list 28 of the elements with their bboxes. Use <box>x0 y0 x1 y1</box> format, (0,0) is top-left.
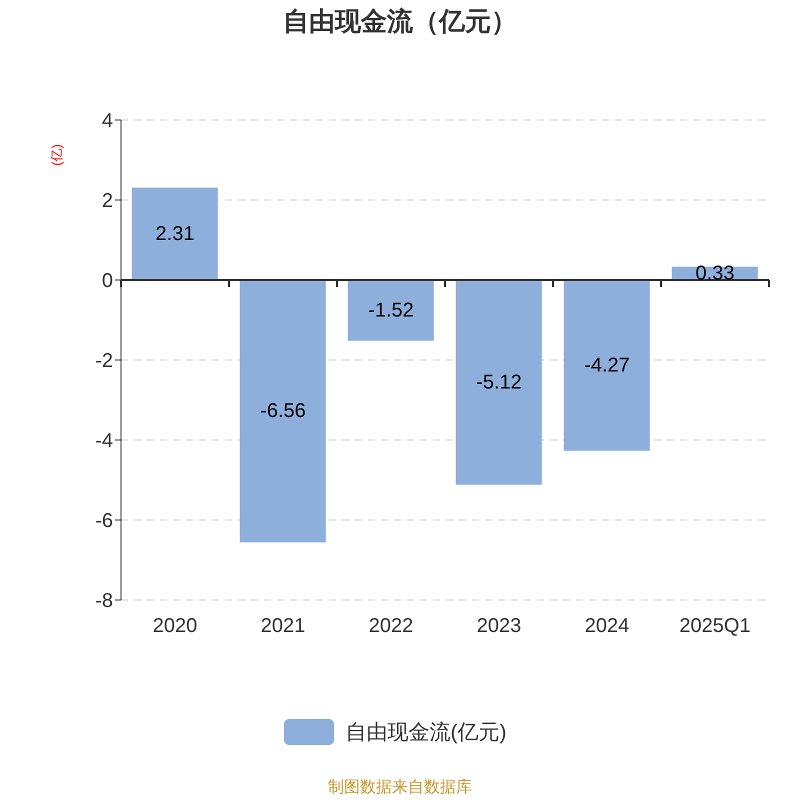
data-label: -5.12 <box>476 371 522 394</box>
y-tick-label: 4 <box>102 110 113 132</box>
x-tick-label: 2022 <box>368 615 414 638</box>
data-label: -4.27 <box>584 354 630 376</box>
y-tick-label: -6 <box>95 510 113 532</box>
bar <box>456 280 542 485</box>
chart-title: 自由现金流（亿元） <box>283 6 517 36</box>
text: 制图数据来自数据库 <box>328 779 472 796</box>
x-tick-label: 2020 <box>152 615 198 638</box>
y-tick-label: -8 <box>95 590 113 612</box>
y-tick-label: 2 <box>102 190 113 212</box>
data-label: -1.52 <box>368 299 414 322</box>
x-tick-label: 2021 <box>260 615 306 638</box>
legend-label: 自由现金流(亿元) <box>346 720 506 746</box>
bar <box>132 188 218 280</box>
y-tick-label: -4 <box>95 430 113 452</box>
x-tick-label: 2023 <box>476 615 522 638</box>
x-tick-label: 2025Q1 <box>679 615 751 638</box>
x-tick-label: 2024 <box>584 615 630 638</box>
data-label: 0.33 <box>696 262 734 284</box>
data-label: 2.31 <box>156 222 194 245</box>
y-tick-label: 0 <box>102 270 113 292</box>
bar <box>564 280 650 451</box>
data-label: -6.56 <box>260 400 306 422</box>
y-tick-label: -2 <box>95 350 113 372</box>
bar <box>348 280 434 341</box>
y-axis-title: (亿) <box>49 144 64 166</box>
bar <box>240 280 326 542</box>
